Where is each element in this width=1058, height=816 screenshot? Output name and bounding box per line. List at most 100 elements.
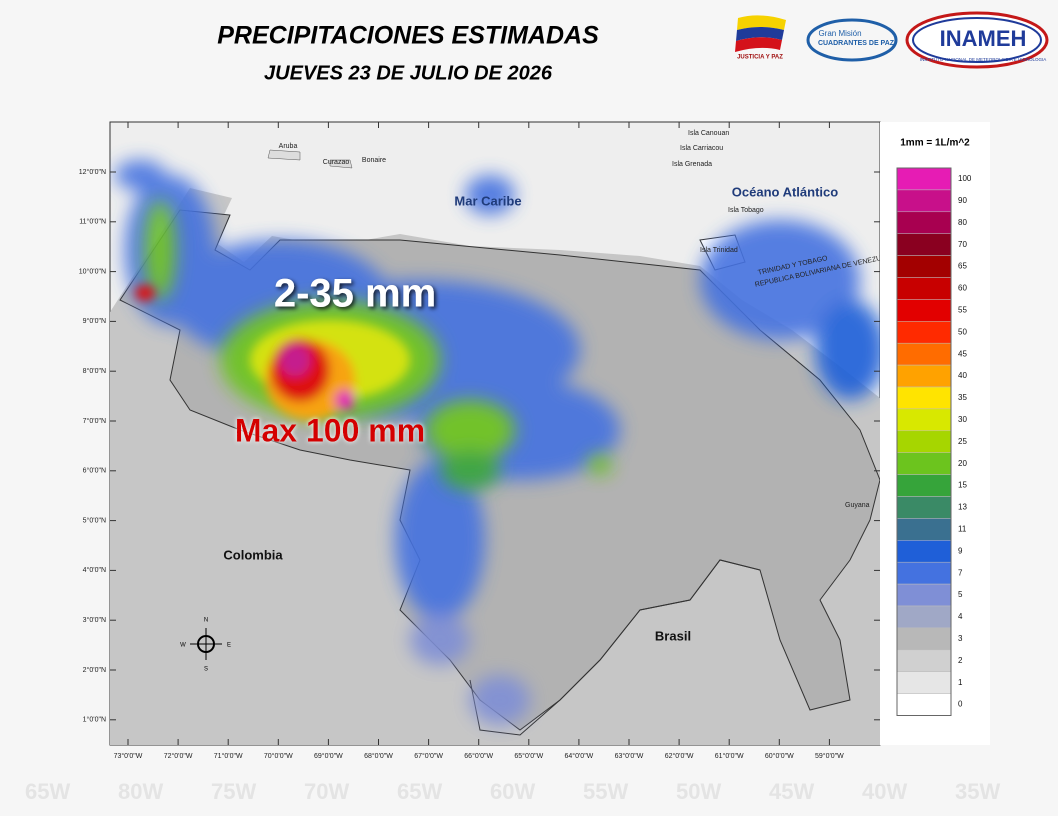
background-label: 55W [583, 779, 628, 804]
logo-inameh: INAMEH INSTITUTO NACIONAL DE METEOROLOGI… [905, 11, 1049, 69]
legend-swatch [896, 211, 952, 234]
place-label: Isla Carriacou [680, 145, 723, 152]
place-label: Isla Trinidad [700, 247, 738, 254]
place-label: Mar Caribe [454, 193, 521, 208]
legend-border [896, 167, 952, 716]
background-label: 80W [118, 779, 163, 804]
map: 12°0'0"N 11°0'0"N 10°0'0"N 9°0'0"N 8°0'0"N 7°… [79, 121, 895, 760]
lat-tick-label: 8°0'0"N [83, 367, 106, 375]
place-label: Colombia [223, 547, 283, 562]
place-label: Isla Canouan [688, 130, 729, 137]
legend-swatch [896, 474, 952, 497]
lon-tick-label: 73°0'0"W [114, 752, 143, 760]
background-label: 70W [304, 779, 349, 804]
title: PRECIPITACIONES ESTIMADAS [217, 22, 599, 50]
legend-swatch [896, 299, 952, 322]
legend-label: 60 [958, 284, 967, 293]
background-label: 65W [25, 779, 70, 804]
lat-tick-label: 10°0'0"N [79, 267, 106, 275]
place-label: Bonaire [362, 157, 386, 164]
annotation: Max 100 mm [235, 412, 425, 448]
logo-text: INSTITUTO NACIONAL DE METEOROLOGIA E HID… [920, 57, 1047, 62]
place-label: Brasil [655, 628, 691, 643]
legend-label: 13 [958, 503, 967, 512]
lon-tick-label: 65°0'0"W [514, 752, 543, 760]
lon-tick-label: 71°0'0"W [214, 752, 243, 760]
legend-label: 45 [958, 349, 967, 358]
legend-label: 100 [958, 174, 972, 183]
lat-tick-label: 3°0'0"N [83, 616, 106, 624]
legend-swatch [896, 605, 952, 629]
legend-swatch [896, 540, 952, 563]
lat-tick-label: 11°0'0"N [79, 218, 106, 226]
lon-tick-label: 66°0'0"W [464, 752, 493, 760]
legend-label: 70 [958, 240, 967, 249]
background-label: 40W [862, 779, 907, 804]
compass-label: N [204, 618, 208, 624]
lon-tick-label: 70°0'0"W [264, 752, 293, 760]
annotation: 2-35 mm [274, 272, 436, 316]
lon-tick-label: 64°0'0"W [564, 752, 593, 760]
compass-label: W [180, 643, 186, 649]
legend-swatch [896, 649, 952, 672]
legend-label: 55 [958, 305, 967, 314]
place-label: Curazao [323, 159, 350, 166]
compass-label: E [227, 643, 231, 649]
background-label: 60W [490, 779, 535, 804]
lon-tick-label: 61°0'0"W [715, 752, 744, 760]
lat-tick-label: 12°0'0"N [79, 168, 106, 176]
lon-tick-label: 67°0'0"W [414, 752, 443, 760]
place-label: Isla Tobago [728, 207, 764, 214]
legend: 1009080706560555045403530252015131197543… [896, 167, 972, 716]
legend-title: 1mm = 1L/m^2 [900, 138, 970, 149]
legend-label: 1 [958, 678, 963, 687]
lon-tick-label: 72°0'0"W [164, 752, 193, 760]
background-label: 50W [676, 779, 721, 804]
legend-label: 50 [958, 327, 967, 336]
legend-swatch [896, 627, 952, 651]
lat-tick-label: 4°0'0"N [83, 566, 106, 574]
legend-label: 65 [958, 262, 967, 271]
lat-tick-label: 6°0'0"N [83, 467, 106, 475]
logo-justicia: JUSTICIA Y PAZ [735, 15, 786, 61]
logo-text: INAMEH [940, 26, 1027, 51]
subtitle: JUEVES 23 DE JULIO DE 2026 [264, 62, 553, 84]
legend-swatch [896, 496, 952, 519]
logo-text: Gran Misión [818, 29, 861, 38]
legend-label: 40 [958, 371, 967, 380]
lat-tick-label: 1°0'0"N [83, 716, 106, 724]
place-label: Isla Grenada [672, 161, 712, 168]
legend-swatch [896, 321, 952, 344]
compass: N S E W [180, 618, 231, 673]
background-label: 75W [211, 779, 256, 804]
legend-label: 5 [958, 590, 963, 599]
legend-label: 90 [958, 196, 967, 205]
legend-swatch [896, 408, 952, 432]
place-label: Guyana [845, 502, 870, 509]
compass-label: S [204, 667, 208, 673]
legend-swatch [896, 233, 952, 256]
legend-swatch [896, 518, 952, 541]
legend-label: 7 [958, 568, 963, 577]
legend-swatch [896, 386, 952, 410]
lon-tick-label: 63°0'0"W [615, 752, 644, 760]
precipitation [115, 160, 880, 725]
legend-label: 20 [958, 459, 967, 468]
border [469, 559, 761, 736]
lat-tick-label: 5°0'0"N [83, 516, 106, 524]
legend-swatch [896, 364, 952, 388]
legend-label: 30 [958, 415, 967, 424]
lon-tick-label: 59°0'0"W [815, 752, 844, 760]
place-label: Aruba [279, 143, 298, 150]
legend-swatch [896, 561, 952, 585]
legend-label: 2 [958, 656, 963, 665]
lat-tick-label: 7°0'0"N [83, 417, 106, 425]
legend-swatch [896, 189, 952, 213]
legend-swatch [896, 277, 952, 300]
logo-text: JUSTICIA Y PAZ [737, 55, 783, 61]
legend-swatch [896, 583, 952, 607]
legend-label: 35 [958, 393, 967, 402]
legend-swatch [896, 452, 952, 475]
legend-swatch [896, 693, 952, 716]
